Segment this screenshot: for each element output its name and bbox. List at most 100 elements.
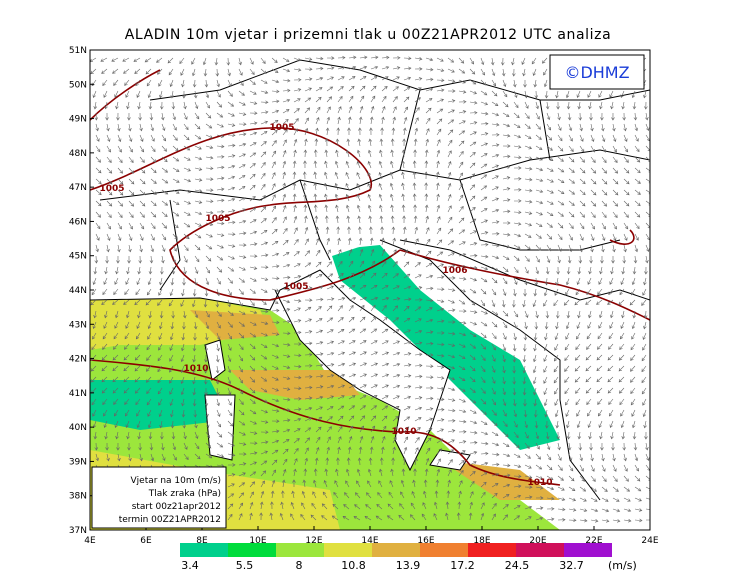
- wind-arrow: [543, 387, 548, 395]
- wind-arrow: [502, 288, 507, 297]
- wind-arrow: [381, 55, 390, 60]
- wind-arrow: [161, 255, 165, 264]
- wind-arrow: [215, 299, 220, 308]
- wind-arrow: [147, 409, 152, 417]
- wind-arrow: [359, 55, 368, 60]
- wind-arrow: [304, 226, 309, 235]
- wind-arrow: [238, 122, 247, 126]
- wind-arrow: [215, 365, 220, 374]
- wind-arrow: [480, 398, 487, 405]
- wind-arrow: [227, 288, 232, 296]
- wind-arrow: [282, 227, 288, 235]
- wind-arrow: [513, 101, 519, 109]
- wind-arrow: [544, 332, 548, 341]
- wind-arrow: [469, 173, 476, 180]
- wind-arrow: [634, 475, 641, 482]
- wind-arrow: [282, 299, 291, 304]
- wind-arrow: [403, 340, 412, 345]
- wind-arrow: [293, 417, 302, 422]
- lon-label: 22E: [585, 536, 602, 546]
- wind-arrow: [205, 112, 212, 119]
- wind-arrow: [282, 387, 291, 391]
- wind-arrow: [469, 141, 477, 147]
- wind-arrow: [348, 425, 354, 433]
- wind-arrow: [216, 210, 225, 214]
- wind-arrow: [633, 112, 638, 121]
- wind-arrow: [359, 95, 365, 103]
- wind-arrow: [183, 255, 188, 263]
- wind-arrow: [469, 398, 477, 404]
- wind-arrow: [368, 457, 373, 466]
- wind-arrow: [524, 123, 531, 129]
- wind-arrow: [115, 101, 119, 110]
- wind-arrow: [565, 398, 570, 406]
- wind-arrow: [227, 343, 232, 351]
- wind-arrow: [194, 145, 202, 150]
- wind-arrow: [147, 321, 152, 330]
- wind-arrow: [160, 266, 164, 275]
- wind-arrow: [271, 449, 279, 455]
- lon-label: 8E: [196, 536, 208, 546]
- wind-arrow: [304, 318, 312, 323]
- wind-arrow: [227, 513, 233, 521]
- wind-arrow: [95, 200, 102, 207]
- wind-arrow: [183, 123, 189, 131]
- wind-arrow: [159, 310, 164, 319]
- wind-arrow: [348, 362, 357, 367]
- wind-arrow: [326, 86, 334, 92]
- wind-arrow: [491, 398, 497, 406]
- wind-arrow: [447, 299, 455, 304]
- wind-arrow: [557, 464, 563, 471]
- wind-arrow: [436, 118, 443, 125]
- wind-arrow: [125, 90, 130, 98]
- wind-arrow: [585, 365, 592, 372]
- wind-arrow: [546, 475, 554, 480]
- colorbar-label: 24.5: [505, 559, 530, 572]
- wind-arrow: [480, 354, 486, 362]
- wind-arrow: [238, 175, 246, 180]
- wind-arrow: [172, 255, 177, 264]
- wind-arrow: [502, 90, 508, 98]
- wind-arrow: [345, 468, 350, 477]
- wind-arrow: [183, 145, 191, 151]
- wind-arrow: [103, 277, 108, 285]
- wind-arrow: [612, 123, 616, 132]
- wind-arrow: [333, 491, 339, 499]
- wind-arrow: [524, 199, 533, 204]
- wind-arrow: [557, 167, 565, 173]
- wind-arrow: [326, 261, 332, 268]
- wind-arrow: [324, 182, 328, 191]
- wind-arrow: [590, 222, 595, 230]
- wind-arrow: [381, 384, 389, 389]
- wind-arrow: [370, 425, 376, 433]
- wind-arrow: [216, 442, 224, 448]
- wind-arrow: [336, 457, 340, 466]
- wind-arrow: [293, 307, 301, 312]
- wind-arrow: [180, 354, 185, 363]
- wind-arrow: [458, 321, 467, 325]
- wind-arrow: [579, 453, 583, 462]
- wind-arrow: [491, 299, 496, 308]
- wind-arrow: [524, 266, 529, 274]
- wind-arrow: [502, 165, 511, 169]
- wind-arrow: [535, 266, 540, 275]
- wind-arrow: [271, 120, 279, 125]
- wind-arrow: [204, 343, 209, 352]
- wind-arrow: [348, 285, 356, 290]
- wind-arrow: [183, 442, 188, 450]
- wind-arrow: [568, 222, 574, 229]
- wind-arrow: [281, 490, 285, 499]
- wind-arrow: [304, 437, 311, 444]
- wind-arrow: [414, 406, 423, 411]
- wind-arrow: [335, 215, 340, 224]
- wind-arrow: [447, 429, 456, 433]
- wind-arrow: [303, 204, 308, 213]
- wind-arrow: [167, 57, 174, 64]
- wind-arrow: [434, 490, 439, 499]
- wind-arrow: [205, 90, 210, 99]
- wind-arrow: [270, 490, 275, 499]
- wind-arrow: [535, 145, 543, 150]
- wind-arrow: [585, 299, 592, 305]
- wind-arrow: [127, 112, 131, 121]
- wind-arrow: [480, 481, 487, 488]
